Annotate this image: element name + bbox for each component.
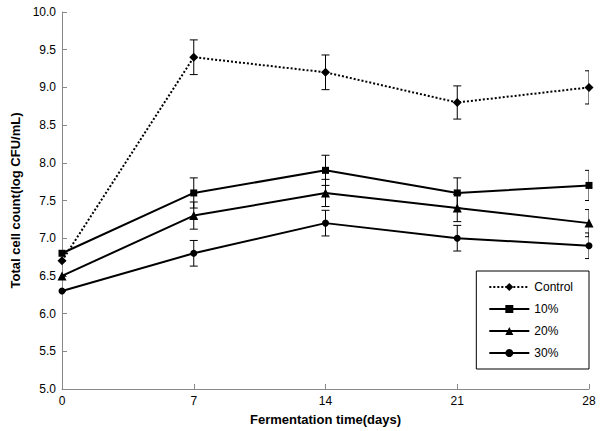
svg-text:5.0: 5.0 (39, 382, 56, 396)
svg-text:0: 0 (59, 394, 66, 408)
svg-text:30%: 30% (534, 346, 558, 360)
svg-text:8.5: 8.5 (39, 118, 56, 132)
svg-text:20%: 20% (534, 324, 558, 338)
svg-text:9.5: 9.5 (39, 43, 56, 57)
svg-text:6.5: 6.5 (39, 269, 56, 283)
svg-text:10.0: 10.0 (33, 5, 57, 19)
svg-text:7.5: 7.5 (39, 194, 56, 208)
svg-text:14: 14 (319, 394, 333, 408)
svg-text:Control: Control (534, 280, 573, 294)
svg-text:Fermentation time(days): Fermentation time(days) (250, 412, 401, 427)
svg-text:10%: 10% (534, 302, 558, 316)
svg-text:28: 28 (582, 394, 596, 408)
svg-text:Total cell count(log CFU/mL): Total cell count(log CFU/mL) (8, 113, 23, 289)
svg-text:5.5: 5.5 (39, 344, 56, 358)
svg-text:6.0: 6.0 (39, 307, 56, 321)
svg-text:7: 7 (190, 394, 197, 408)
svg-text:9.0: 9.0 (39, 80, 56, 94)
svg-text:7.0: 7.0 (39, 231, 56, 245)
svg-text:21: 21 (451, 394, 465, 408)
svg-text:8.0: 8.0 (39, 156, 56, 170)
